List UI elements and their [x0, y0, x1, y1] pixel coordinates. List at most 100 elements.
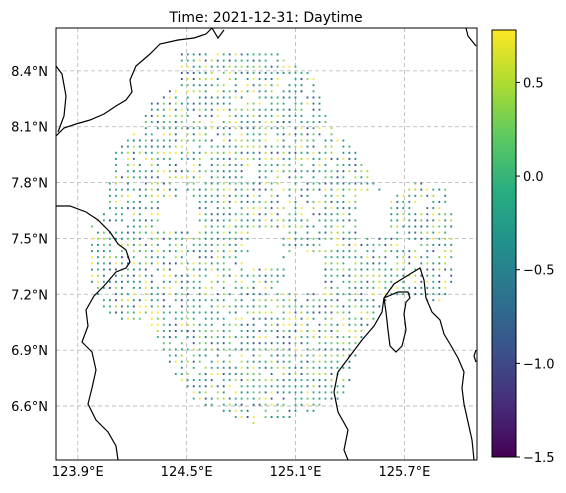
data-point	[342, 336, 345, 339]
data-point	[115, 207, 117, 210]
data-point	[192, 391, 195, 394]
data-point	[264, 348, 267, 351]
data-point	[450, 243, 453, 246]
data-point	[324, 366, 327, 369]
data-point	[426, 219, 429, 222]
data-point	[312, 133, 315, 136]
data-point	[252, 348, 255, 351]
data-point	[97, 286, 99, 289]
data-point	[300, 145, 303, 148]
data-point	[210, 188, 213, 191]
data-point	[414, 250, 417, 253]
data-point	[312, 397, 315, 400]
data-point	[306, 366, 309, 369]
data-point	[336, 164, 339, 166]
data-point	[222, 305, 225, 308]
data-point	[312, 151, 315, 154]
data-point	[186, 274, 189, 277]
data-point	[97, 237, 99, 240]
data-point	[168, 268, 171, 271]
data-point	[150, 133, 153, 136]
data-point	[252, 268, 255, 271]
data-point	[150, 243, 153, 246]
data-point	[324, 250, 327, 253]
data-point	[276, 305, 279, 308]
data-point	[132, 317, 135, 320]
data-point	[258, 336, 261, 339]
data-point	[150, 256, 153, 259]
data-point	[228, 354, 231, 357]
data-point	[348, 268, 351, 271]
data-point	[204, 108, 207, 111]
data-point	[312, 164, 315, 166]
data-point	[180, 323, 183, 326]
data-point	[234, 151, 237, 154]
data-point	[210, 373, 213, 375]
data-point	[198, 280, 201, 283]
data-point	[282, 133, 285, 136]
data-point	[336, 225, 339, 228]
data-point	[222, 342, 225, 345]
data-point	[276, 342, 279, 345]
data-point	[276, 360, 279, 363]
data-point	[312, 127, 315, 130]
data-point	[156, 219, 159, 222]
data-point	[354, 342, 357, 345]
data-point	[324, 305, 327, 308]
data-point	[348, 274, 351, 277]
data-point	[156, 286, 159, 289]
data-point	[276, 145, 279, 148]
data-point	[390, 219, 393, 222]
data-point	[318, 182, 321, 185]
data-point	[420, 188, 423, 191]
data-point	[282, 403, 285, 406]
data-point	[216, 256, 219, 259]
data-point	[354, 164, 357, 166]
data-point	[282, 385, 285, 388]
data-point	[144, 231, 147, 234]
data-point	[336, 200, 339, 203]
data-point	[354, 225, 357, 228]
data-point	[216, 53, 219, 56]
data-point	[246, 108, 249, 111]
data-point	[168, 188, 171, 191]
data-point	[138, 286, 141, 289]
data-point	[408, 213, 411, 216]
data-point	[192, 385, 195, 388]
data-point	[240, 317, 243, 320]
data-point	[186, 102, 189, 105]
data-point	[360, 243, 363, 246]
data-point	[330, 348, 333, 351]
data-point	[276, 151, 279, 154]
data-point	[342, 170, 345, 173]
data-point	[174, 317, 177, 320]
data-point	[234, 379, 237, 382]
data-point	[150, 139, 153, 142]
data-point	[300, 317, 303, 320]
data-point	[210, 139, 213, 142]
data-point	[300, 305, 303, 308]
data-point	[348, 157, 351, 160]
data-point	[246, 78, 249, 80]
data-point	[348, 305, 351, 308]
data-point	[300, 194, 303, 197]
data-point	[276, 207, 279, 210]
map-title: Time: 2021-12-31: Daytime	[168, 10, 362, 26]
data-point	[115, 188, 117, 191]
map-frame	[55, 27, 478, 461]
data-point	[198, 176, 201, 179]
data-point	[366, 237, 369, 240]
data-point	[216, 385, 219, 388]
data-point	[252, 182, 255, 185]
data-point	[156, 293, 159, 296]
data-point	[258, 108, 261, 111]
data-point	[282, 330, 285, 332]
data-point	[318, 157, 321, 160]
data-point	[115, 268, 117, 271]
data-point	[204, 293, 207, 296]
data-point	[180, 262, 183, 265]
data-point	[408, 194, 411, 197]
data-point	[444, 243, 447, 246]
data-point	[156, 305, 159, 308]
data-point	[324, 170, 327, 173]
